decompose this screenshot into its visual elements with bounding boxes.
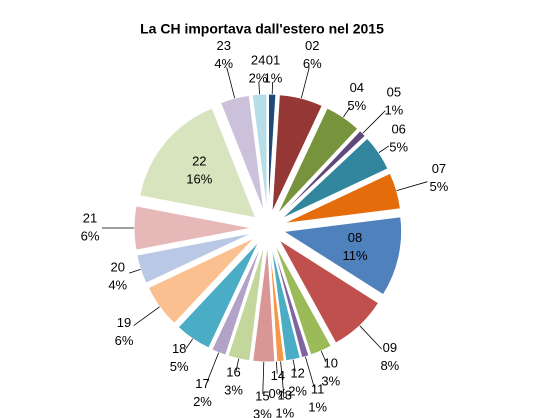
pie-slice (270, 243, 301, 362)
slice-label: 12 (290, 366, 304, 381)
slice-label: 24 (251, 53, 265, 68)
leader-line (359, 325, 382, 350)
pie-slice (271, 94, 323, 213)
leader-line (206, 352, 220, 383)
slice-value-label: 4% (108, 277, 127, 292)
slice-value-label: 6% (81, 228, 100, 243)
leader-line (292, 359, 296, 372)
slice-label: 06 (391, 122, 405, 137)
slice-label: 11 (311, 381, 325, 396)
slice-value-label: 2% (193, 394, 212, 409)
slice-value-label: 3% (321, 373, 340, 388)
pie-slice (280, 137, 389, 220)
leader-line (300, 67, 310, 99)
leader-line (320, 350, 327, 363)
slice-value-label: 5% (170, 359, 189, 374)
slice-value-label: 3% (224, 383, 243, 398)
pie-slice (283, 172, 401, 225)
leader-line (133, 306, 160, 326)
leader-line (396, 181, 428, 191)
leader-line (235, 358, 240, 371)
leader-line (258, 82, 260, 95)
slice-value-label: 5% (430, 179, 449, 194)
slice-value-label: 1% (308, 399, 327, 414)
chart-title: La CH importava dall'estero nel 2015 (140, 21, 384, 37)
leader-line (185, 338, 194, 349)
pie-slice (273, 242, 332, 356)
slice-value-label: 8% (380, 358, 399, 373)
leader-line (262, 361, 265, 394)
slice-label: 01 (266, 53, 280, 68)
pie-slice (282, 216, 403, 296)
slice-label: 23 (216, 38, 230, 53)
leader-line (342, 107, 351, 118)
leader-line (276, 361, 278, 374)
leader-line (226, 67, 236, 99)
pie-slice (278, 239, 380, 344)
pie-slice (278, 129, 367, 218)
slice-label: 04 (350, 80, 364, 95)
slice-label: 21 (83, 210, 97, 225)
slice-value-label: 11% (342, 248, 367, 263)
pie-slice (139, 107, 257, 219)
slice-label: 15 (255, 388, 269, 403)
slice-value-label: 2% (288, 384, 307, 399)
slice-label: 20 (110, 259, 124, 274)
slice-label: 14 (271, 368, 285, 383)
slice-value-label: 4% (214, 56, 233, 71)
slice-label: 05 (387, 85, 401, 100)
slice-label: 10 (324, 355, 338, 370)
leader-line (280, 361, 285, 394)
slice-value-label: 6% (303, 56, 322, 71)
slice-value-label: 6% (115, 333, 134, 348)
slice-label: 19 (117, 315, 131, 330)
slice-value-label: 3% (253, 406, 272, 418)
pie-slice (133, 205, 253, 251)
slice-label: 08 (348, 230, 362, 245)
slice-value-label: 1% (384, 103, 403, 118)
leader-line (378, 145, 389, 154)
slice-label: 09 (383, 340, 397, 355)
pie-slice (276, 107, 359, 216)
slice-value-label: 2% (249, 71, 268, 86)
slice-label: 07 (432, 161, 446, 176)
slice-value-label: 16% (186, 172, 212, 187)
slice-label: 13 (278, 388, 292, 403)
slice-value-label: 1% (264, 71, 283, 86)
leader-line (362, 110, 386, 134)
slice-value-label: 1% (275, 406, 294, 418)
pie-slice (147, 236, 256, 325)
slice-value-label: 0% (269, 386, 288, 401)
pie-slice (177, 240, 260, 349)
slice-label: 17 (195, 376, 209, 391)
slice-label: 02 (305, 38, 319, 53)
slice-value-label: 5% (347, 98, 366, 113)
slice-label: 18 (172, 341, 186, 356)
slice-value-label: 5% (389, 140, 408, 155)
pie-slice (227, 243, 266, 362)
pie-slice (211, 242, 263, 356)
slice-label: 16 (226, 365, 240, 380)
slice-label: 22 (192, 154, 206, 169)
leader-line (129, 269, 141, 274)
pie-slice (136, 232, 253, 284)
leader-line (305, 356, 315, 388)
